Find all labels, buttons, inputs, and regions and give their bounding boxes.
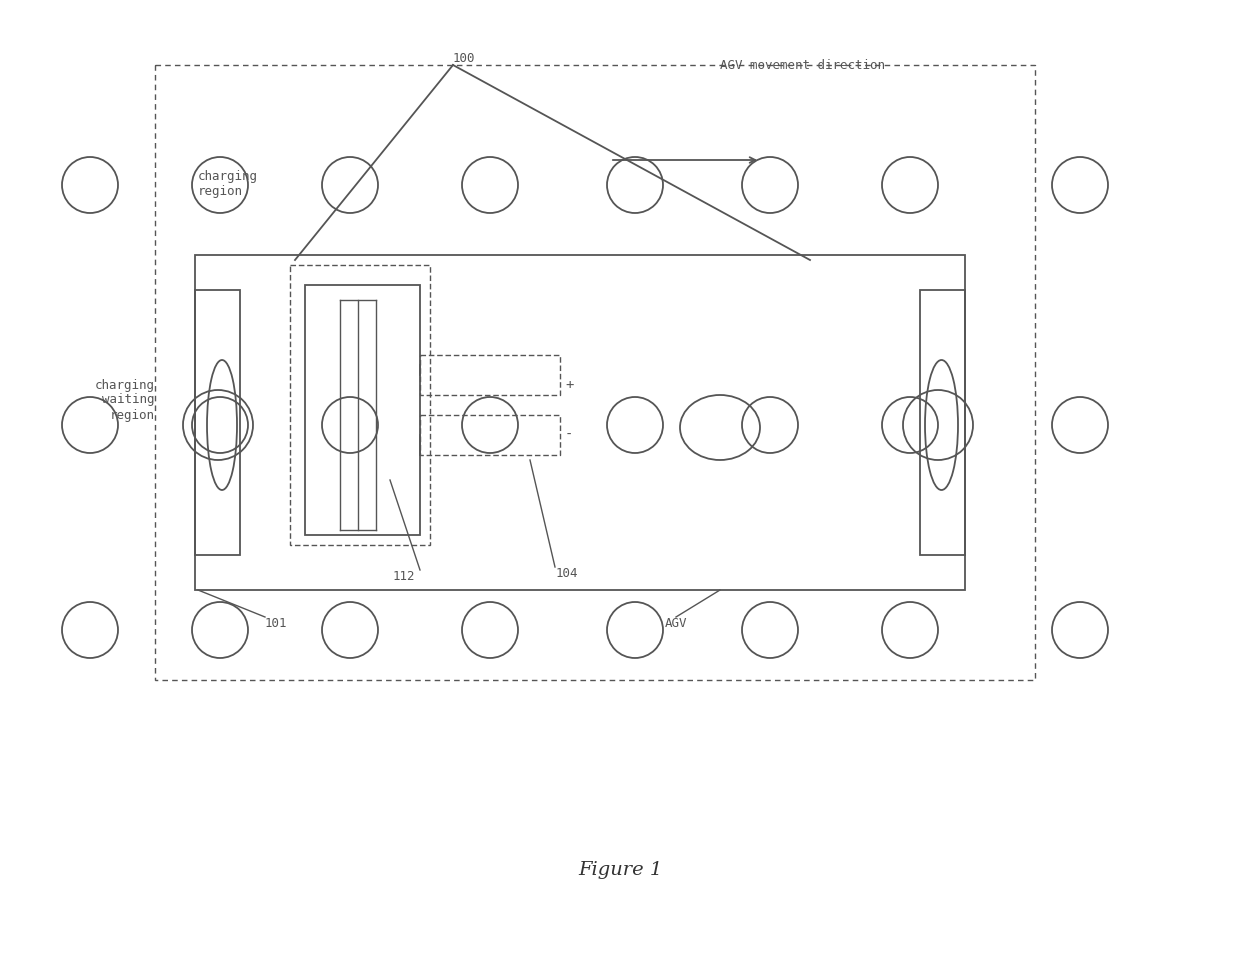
Text: Figure 1: Figure 1 [578, 861, 662, 879]
Text: -: - [565, 428, 573, 442]
Text: +: + [565, 378, 573, 392]
Bar [420, 415, 560, 455]
Bar [290, 265, 430, 545]
Text: 101: 101 [265, 617, 288, 630]
Text: 100: 100 [453, 52, 475, 65]
Bar [155, 65, 1035, 680]
Text: charging
waiting
region: charging waiting region [95, 378, 155, 421]
Text: AGV movement direction: AGV movement direction [720, 59, 885, 72]
Bar [305, 285, 420, 535]
Text: 104: 104 [556, 567, 579, 580]
Text: AGV: AGV [665, 617, 687, 630]
Bar [920, 290, 965, 555]
Text: charging
region: charging region [198, 170, 258, 198]
Bar [420, 355, 560, 395]
Bar [195, 290, 241, 555]
Bar [195, 255, 965, 590]
Text: 112: 112 [393, 570, 415, 583]
